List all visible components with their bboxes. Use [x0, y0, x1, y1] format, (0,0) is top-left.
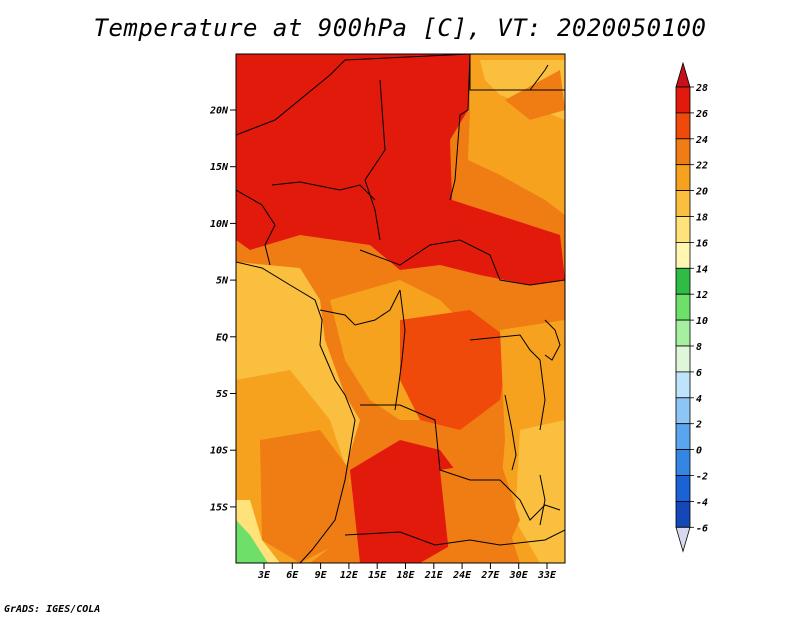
colorbar-label: 24: [695, 135, 708, 146]
field-hot-north: [236, 54, 565, 285]
red-sea-coast: [529, 64, 549, 91]
lon-label: 33E: [537, 570, 557, 581]
border-congo: [394, 289, 406, 411]
colorbar-segment: [675, 345, 691, 373]
lon-label: 15E: [368, 570, 387, 581]
border-libya-egypt: [449, 54, 471, 201]
colorbar-label: 10: [696, 316, 708, 327]
colorbar-segment: [675, 138, 691, 166]
border-niger-chad: [364, 79, 386, 241]
border-north: [236, 54, 471, 136]
lon-label: 12E: [340, 570, 359, 581]
colorbar-segment: [675, 267, 691, 295]
colorbar-label: 28: [695, 83, 708, 94]
colorbar-label: 20: [695, 187, 708, 198]
field-south-hot: [350, 440, 470, 563]
colorbar-segment: [675, 500, 691, 528]
lake-malawi: [539, 474, 546, 526]
colorbar-segment: [675, 319, 691, 347]
colorbar-segment: [675, 423, 691, 451]
border-niger-nigeria: [271, 181, 376, 201]
colorbar-segment: [675, 190, 691, 217]
lon-label: 21E: [424, 570, 444, 581]
lake-tanganyika: [504, 394, 517, 471]
colorbar-label: 8: [696, 342, 702, 353]
border-egypt-sudan: [469, 54, 565, 91]
colorbar-label: -2: [696, 472, 708, 483]
colorbar-segment: [675, 164, 691, 191]
colorbar-label: 22: [695, 161, 708, 172]
lon-label: 6E: [286, 570, 299, 581]
coastline-west: [236, 261, 356, 563]
lake-victoria: [544, 319, 561, 361]
lat-label: 5S: [216, 389, 228, 400]
colorbar-segment: [675, 86, 691, 114]
colorbar-label: 4: [696, 394, 702, 405]
lat-label: 15N: [210, 162, 229, 173]
colorbar-label: 6: [696, 368, 702, 379]
colorbar-label: 12: [696, 290, 708, 301]
field-coast-green: [236, 520, 268, 563]
lat-label: 20N: [209, 106, 229, 117]
colorbar-segment: [675, 216, 691, 243]
lon-label: 18E: [396, 570, 415, 581]
lat-label: EQ: [216, 332, 228, 343]
field-east-cool: [515, 420, 565, 563]
border-east: [469, 334, 546, 431]
colorbar-label: 2: [695, 420, 702, 431]
lat-label: 5N: [216, 276, 229, 287]
colorbar-label: 0: [696, 446, 702, 457]
colorbar-segment: [675, 397, 691, 425]
colorbar-segment: [675, 293, 691, 321]
border-car-sudan: [359, 239, 565, 286]
border-south: [344, 529, 565, 546]
lon-label: 3E: [257, 570, 271, 581]
colorbar-label: 14: [696, 264, 708, 275]
colorbar-segment: [675, 475, 691, 502]
lat-label: 10S: [210, 446, 228, 457]
colorbar-segment: [675, 449, 691, 476]
colorbar-segment: [675, 112, 691, 140]
lon-label: 9E: [315, 570, 328, 581]
grads-credit: GrADS: IGES/COLA: [4, 604, 101, 615]
border-cameroon: [319, 289, 401, 326]
lat-label: 10N: [210, 219, 229, 230]
colorbar-label: 16: [696, 238, 708, 249]
colorbar-bottom-arrow: [675, 526, 691, 553]
lon-label: 27E: [480, 570, 500, 581]
field-central-hot: [400, 310, 510, 430]
longitude-axis: 3E 6E 9E 12E 15E 18E 21E 24E 27E 30E 33E: [257, 563, 557, 581]
map-frame: [235, 53, 566, 564]
lon-label: 30E: [509, 570, 529, 581]
colorbar-label: 26: [695, 109, 708, 120]
latitude-axis: 20N 15N 10N 5N EQ 5S 10S 15S: [209, 106, 236, 513]
lon-label: 24E: [452, 570, 472, 581]
border-zambia-malawi: [499, 479, 561, 521]
colorbar-top-arrow: [675, 61, 691, 88]
field-se-warm: [440, 460, 520, 563]
map-title: Temperature at 900hPa [C], VT: 202005010…: [93, 14, 707, 42]
map-borders: [236, 54, 565, 563]
colorbar-label: -4: [696, 497, 708, 508]
border-west-sahel: [236, 189, 276, 266]
colorbar-label: -6: [696, 523, 708, 534]
lat-label: 15S: [210, 502, 228, 513]
colorbar-label: 18: [696, 213, 708, 224]
temperature-field: [236, 54, 565, 563]
colorbar-segment: [675, 241, 691, 269]
border-angola-zambia: [360, 404, 500, 481]
colorbar-segment: [675, 371, 691, 399]
field-ne-patch: [505, 70, 565, 120]
